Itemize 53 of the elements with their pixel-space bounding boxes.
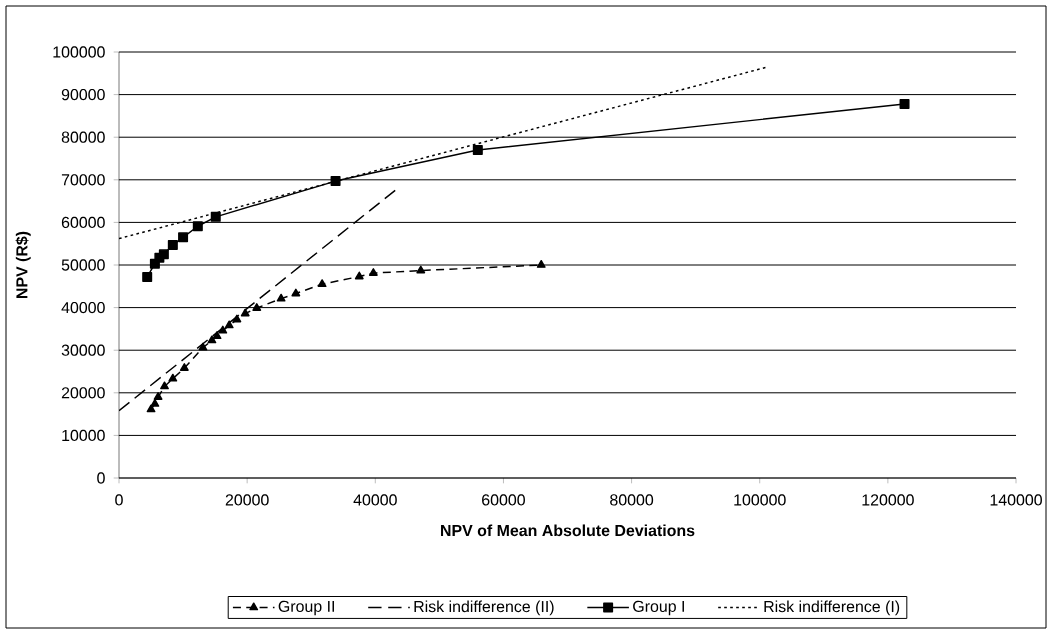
y-tick-label: 0 <box>97 472 105 484</box>
point <box>330 176 341 187</box>
y-tick-label: 70000 <box>61 174 105 186</box>
x-tick-label: 40000 <box>353 494 397 506</box>
point <box>207 335 217 344</box>
point <box>168 373 178 382</box>
x-tick-label: 140000 <box>990 494 1042 506</box>
y-tick-label: 80000 <box>61 131 105 143</box>
point <box>472 144 483 155</box>
x-axis-title: NPV of Mean Absolute Deviations <box>441 524 695 537</box>
x-tick-label: 60000 <box>482 494 525 506</box>
point <box>354 271 364 280</box>
point <box>158 249 169 260</box>
point <box>224 320 234 329</box>
point <box>240 308 250 317</box>
legend-label: Group I <box>633 600 684 616</box>
x-tick-label: 0 <box>115 494 123 506</box>
point <box>179 363 189 371</box>
y-tick-label: 90000 <box>61 88 105 101</box>
y-tick-label: 100000 <box>53 46 105 58</box>
point <box>276 293 286 302</box>
point <box>212 331 222 340</box>
legend-label: Risk indifference (II) <box>414 600 554 616</box>
y-tick-label: 30000 <box>61 344 105 356</box>
point <box>252 303 262 311</box>
x-tick-label: 100000 <box>734 494 786 506</box>
point <box>192 221 203 232</box>
point <box>218 325 228 334</box>
point <box>899 98 910 109</box>
x-tick-label: 80000 <box>610 494 654 506</box>
y-axis-title: NPV (R$) <box>15 231 31 299</box>
y-tick-label: 10000 <box>62 429 105 442</box>
point <box>167 239 178 250</box>
point <box>178 232 189 243</box>
point <box>232 314 242 323</box>
point <box>368 268 378 276</box>
point <box>416 265 426 274</box>
y-tick-label: 50000 <box>61 259 105 271</box>
point <box>142 271 153 282</box>
point <box>153 392 163 400</box>
y-tick-label: 40000 <box>61 301 105 314</box>
x-tick-label: 20000 <box>225 494 269 506</box>
legend-label: Group II <box>278 600 334 616</box>
point <box>210 211 221 222</box>
x-tick-label: 120000 <box>862 494 914 506</box>
point <box>160 381 169 390</box>
y-tick-label: 20000 <box>61 387 105 399</box>
point <box>291 288 301 297</box>
y-tick-label: 60000 <box>61 216 105 229</box>
point <box>317 279 327 288</box>
legend-label: Risk indifference (I) <box>764 600 900 616</box>
point <box>536 260 546 268</box>
point <box>198 342 208 351</box>
